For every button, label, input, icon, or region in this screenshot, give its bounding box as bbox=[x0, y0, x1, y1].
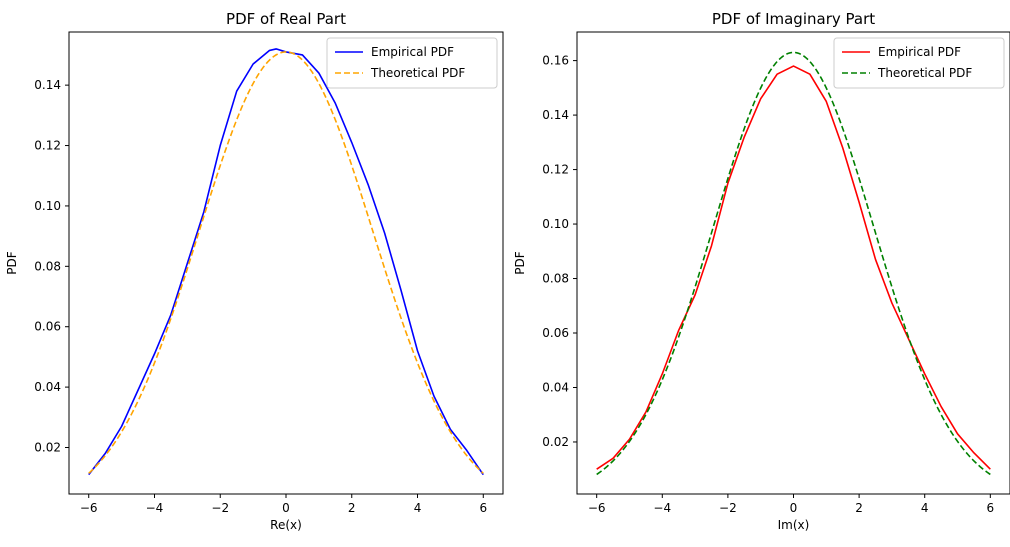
y-tick-label: 0.04 bbox=[542, 380, 569, 394]
y-tick-label: 0.12 bbox=[34, 139, 61, 153]
legend-box bbox=[326, 37, 498, 89]
series-line-empirical-pdf bbox=[596, 65, 991, 470]
y-tick-label: 0.02 bbox=[542, 435, 569, 449]
y-tick-label: 0.14 bbox=[542, 108, 569, 122]
legend-label: Theoretical PDF bbox=[370, 66, 465, 80]
legend-label: Empirical PDF bbox=[371, 45, 454, 59]
x-axis-label: Im(x) bbox=[778, 518, 810, 532]
legend: Empirical PDF Theoretical PDF bbox=[833, 37, 1005, 89]
legend-label: Empirical PDF bbox=[878, 45, 961, 59]
series-line-empirical-pdf bbox=[88, 48, 484, 476]
chart-real: PDF of Real Part −6 −4 −2 0 2 4 6 0.02 0.04 0.06 0.… bbox=[5, 10, 504, 532]
y-axis-label: PDF bbox=[5, 251, 19, 274]
y-tick-label: 0.02 bbox=[34, 440, 61, 454]
plot-frame bbox=[576, 31, 1010, 495]
x-tick-label: 4 bbox=[414, 501, 422, 515]
x-tick-label: −6 bbox=[80, 501, 98, 515]
x-tick-label: −4 bbox=[653, 501, 671, 515]
x-axis-label: Re(x) bbox=[270, 518, 302, 532]
y-tick-label: 0.08 bbox=[34, 259, 61, 273]
legend: Empirical PDF Theoretical PDF bbox=[326, 37, 498, 89]
x-tick-label: 2 bbox=[348, 501, 356, 515]
chart-imag: PDF of Imaginary Part −6 −4 −2 0 2 4 6 0.02 0.04 0… bbox=[513, 10, 1010, 532]
x-tick-label: −2 bbox=[719, 501, 737, 515]
y-tick-label: 0.12 bbox=[542, 163, 569, 177]
x-tick-label: 4 bbox=[921, 501, 929, 515]
chart-title: PDF of Real Part bbox=[226, 10, 346, 28]
x-tick-label: −6 bbox=[588, 501, 606, 515]
x-tick-label: 2 bbox=[855, 501, 863, 515]
y-tick-label: 0.08 bbox=[542, 272, 569, 286]
plot-frame bbox=[68, 31, 504, 495]
y-tick-label: 0.10 bbox=[542, 217, 569, 231]
series-line-theoretical-pdf bbox=[596, 51, 991, 476]
legend-box bbox=[833, 37, 1005, 89]
x-tick-label: −4 bbox=[146, 501, 164, 515]
y-axis-label: PDF bbox=[513, 251, 527, 274]
x-tick-label: 6 bbox=[479, 501, 487, 515]
y-tick-label: 0.06 bbox=[34, 320, 61, 334]
x-tick-label: 6 bbox=[986, 501, 994, 515]
y-tick-label: 0.10 bbox=[34, 199, 61, 213]
y-tick-label: 0.04 bbox=[34, 380, 61, 394]
y-tick-label: 0.16 bbox=[542, 54, 569, 68]
chart-title: PDF of Imaginary Part bbox=[712, 10, 875, 28]
x-tick-label: −2 bbox=[211, 501, 229, 515]
y-tick-label: 0.06 bbox=[542, 326, 569, 340]
series-line-theoretical-pdf bbox=[88, 51, 484, 474]
y-tick-label: 0.14 bbox=[34, 78, 61, 92]
x-tick-label: 0 bbox=[282, 501, 290, 515]
x-tick-label: 0 bbox=[790, 501, 798, 515]
legend-label: Theoretical PDF bbox=[877, 66, 972, 80]
